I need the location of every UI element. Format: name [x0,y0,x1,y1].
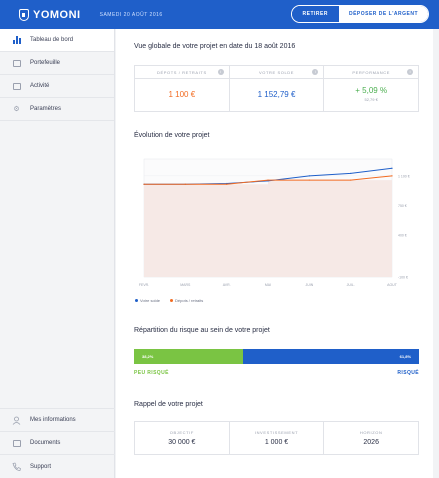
deposits-point [143,183,145,185]
sidebar-item-activity[interactable]: Activité [0,75,114,98]
x-tick-label: JUIL. [347,283,355,287]
action-buttons: RETIRER DÉPOSER DE L'ARGENT [290,5,429,23]
info-icon[interactable]: i [407,69,414,75]
balance-value: 1 152,79 € [257,90,296,99]
bar-chart-icon [12,36,21,45]
risk-high-segment: 61,8% [242,349,419,364]
chart-legend: Votre solde Dépots / retraits [135,298,203,303]
deposits-point [391,175,393,177]
evolution-title: Évolution de votre projet [134,132,210,139]
x-tick-label: FEVR. [139,283,149,287]
calendar-icon [12,82,21,91]
column-header: OBJECTIF [169,430,194,435]
x-tick-label: AVR. [223,283,231,287]
deposits-point [184,183,186,185]
recap-title: Rappel de votre projet [134,401,203,408]
withdraw-button[interactable]: RETIRER [291,6,339,22]
sidebar-item-label: Documents [30,440,61,446]
deposits-value: 1 100 € [168,90,196,99]
risk-low-label: PEU RISQUÉ [134,370,169,376]
risk-title: Répartition du risque au sein de votre p… [134,327,270,334]
overview-performance: PERFORMANCE i + 5,09 % 52,79 € [324,66,419,111]
y-tick-label: 1 100 € [398,174,410,178]
deposits-area [144,175,392,277]
overview-balance: VOTRE SOLDE i 1 152,79 € [229,66,325,111]
risk-low-segment: 38,2% [134,349,243,364]
column-header: PERFORMANCE [324,66,419,79]
logo[interactable]: YOMONI [19,8,81,21]
wallet-icon [12,59,21,68]
sidebar-item-label: Support [30,463,52,470]
sidebar-item-label: Activité [30,83,50,89]
column-header: HORIZON [359,430,383,435]
overview-deposits: DÉPOTS / RETRAITS i 1 100 € [135,66,230,111]
legend-label: Dépots / retraits [175,298,204,303]
evolution-chart: 1 100 € 750 € 400 € -100 € FEVR. MARS AVR. MAI J… [139,158,410,287]
legend-dot [170,299,174,303]
investment-value: 1 000 € [264,439,289,446]
legend-item-balance: Votre solde [135,298,160,303]
sidebar-item-documents[interactable]: Documents [0,432,115,455]
x-tick-label: JUIN [305,283,313,287]
deposits-point [226,183,228,185]
y-tick-label: 400 € [398,233,407,237]
y-tick-label: 750 € [398,204,407,208]
sidebar-bottom-nav: Mes informations Documents Support [0,408,115,478]
sidebar-item-portfolio[interactable]: Portefeuille [0,52,114,75]
gear-icon: ⚙ [13,106,20,113]
recap-horizon: HORIZON 2026 [324,422,418,454]
brand-name: YOMONI [33,8,81,21]
balance-point [308,175,310,177]
x-tick-label: AOUT [387,283,398,287]
balance-point [391,167,393,169]
current-date: SAMEDI 20 AOÛT 2016 [99,11,163,18]
info-icon[interactable]: i [312,69,319,75]
legend-dot [135,299,138,303]
y-tick-label: -100 € [398,276,408,280]
recap-table: OBJECTIF 30 000 € INVESTISSEMENT 1 000 €… [134,421,419,455]
sidebar-item-dashboard[interactable]: Tableau de bord [0,29,114,52]
deposits-point [308,179,310,181]
main-content: Vue globale de votre projet en date du 1… [116,29,433,478]
column-header: INVESTISSEMENT [254,430,299,435]
overview-title: Vue globale de votre projet en date du 1… [134,43,296,50]
column-header: DÉPOTS / RETRAITS [135,66,229,79]
balance-point [226,182,228,185]
risk-high-label: RISQUÉ [397,370,419,376]
performance-amount: 52,79 € [364,97,378,102]
folder-icon [12,439,21,448]
risk-bar: 38,2% 61,8% [134,349,419,364]
x-tick-label: MARS [180,283,191,287]
performance-value: + 5,09 % [355,86,388,95]
balance-point [350,172,352,174]
legend-item-deposits: Dépots / retraits [170,298,203,303]
sidebar-item-label: Mes informations [30,417,76,423]
deposits-point [350,179,352,181]
sidebar-item-label: Portefeuille [30,60,61,66]
sidebar-item-my-info[interactable]: Mes informations [0,409,115,432]
deposit-button[interactable]: DÉPOSER DE L'ARGENT [338,6,428,22]
recap-objective: OBJECTIF 30 000 € [135,422,230,454]
user-icon [12,416,21,425]
deposits-point [267,179,269,181]
phone-icon [12,462,21,471]
sidebar-item-settings[interactable]: ⚙ Paramètres [0,98,114,121]
column-header: VOTRE SOLDE [229,66,324,79]
shield-logo-icon [19,8,29,21]
overview-table: DÉPOTS / RETRAITS i 1 100 € VOTRE SOLDE … [134,65,419,112]
horizon-value: 2026 [363,439,379,446]
top-bar: YOMONI SAMEDI 20 AOÛT 2016 RETIRER DÉPOS… [0,0,439,29]
recap-investment: INVESTISSEMENT 1 000 € [230,422,325,454]
legend-label: Votre solde [140,298,161,303]
sidebar: Tableau de bord Portefeuille Activité ⚙ … [0,29,115,478]
balance-point [267,180,269,182]
sidebar-item-label: Tableau de bord [30,37,74,43]
sidebar-item-label: Paramètres [30,106,62,112]
info-icon[interactable]: i [217,69,224,75]
sidebar-item-support[interactable]: Support [0,455,115,478]
objective-value: 30 000 € [168,439,196,446]
x-tick-label: MAI [265,283,271,287]
